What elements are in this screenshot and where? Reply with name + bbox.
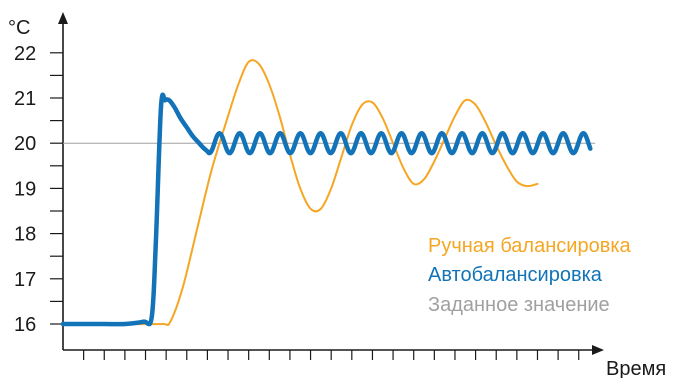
series-auto-balancing-line (60, 92, 593, 327)
series-layer (60, 59, 593, 327)
legend-setpoint: Заданное значение (428, 294, 610, 316)
y-axis-arrow (58, 12, 68, 24)
legend: Ручная балансировка Автобалансировка Зад… (428, 235, 632, 316)
y-axis-label: °C (8, 17, 30, 39)
legend-manual-balancing: Ручная балансировка (428, 235, 632, 257)
x-axis-arrow (592, 345, 604, 355)
legend-auto-balancing: Автобалансировка (428, 264, 603, 286)
x-ticks (83, 350, 580, 360)
x-axis-label: Время (606, 358, 666, 378)
y-ticks: 16 17 18 19 20 21 22 (14, 43, 63, 336)
y-tick-label: 16 (14, 314, 36, 336)
series-manual-balancing-line (123, 59, 539, 327)
y-tick-label: 17 (14, 269, 36, 291)
y-tick-label: 22 (14, 43, 36, 65)
y-tick-label: 20 (14, 133, 36, 155)
y-tick-label: 18 (14, 224, 36, 246)
y-tick-label: 19 (14, 178, 36, 200)
y-tick-label: 21 (14, 88, 36, 110)
